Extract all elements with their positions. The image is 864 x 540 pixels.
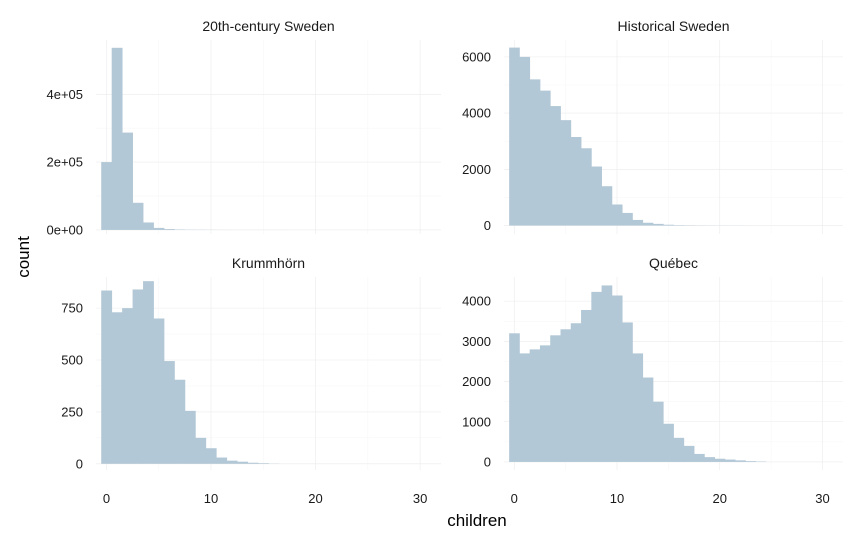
histogram-bar bbox=[652, 401, 664, 462]
histogram-bar bbox=[581, 309, 592, 462]
y-tick-label: 4000 bbox=[462, 106, 491, 121]
y-tick-label: 2e+05 bbox=[46, 155, 83, 170]
histogram-bar bbox=[570, 137, 582, 226]
histogram-bar bbox=[601, 285, 613, 462]
histogram-bar bbox=[601, 186, 613, 226]
y-tick-label: 0 bbox=[76, 456, 83, 471]
x-tick-label: 0 bbox=[511, 491, 518, 506]
y-tick-label: 1000 bbox=[462, 414, 491, 429]
histogram-bar bbox=[237, 461, 248, 464]
histogram-bar bbox=[153, 227, 165, 230]
histogram-bar bbox=[122, 308, 133, 464]
x-tick-label: 10 bbox=[610, 491, 624, 506]
y-tick-label: 4e+05 bbox=[46, 87, 83, 102]
histogram-bar bbox=[111, 312, 123, 464]
y-tick-label: 250 bbox=[61, 404, 83, 419]
y-tick-label: 4000 bbox=[462, 294, 491, 309]
panel-title: Québec bbox=[649, 255, 698, 271]
histogram-bar bbox=[174, 379, 186, 464]
histogram-bar bbox=[724, 459, 736, 462]
x-tick-label: 0 bbox=[103, 491, 110, 506]
histogram-bar bbox=[581, 148, 592, 226]
y-tick-label: 2000 bbox=[462, 162, 491, 177]
y-tick-label: 6000 bbox=[462, 49, 491, 64]
histogram-bar bbox=[163, 361, 175, 464]
y-axis-title: count bbox=[14, 236, 33, 278]
histogram-bar bbox=[519, 353, 531, 462]
histogram-bar bbox=[519, 56, 531, 226]
y-tick-label: 3000 bbox=[462, 334, 491, 349]
histogram-bar bbox=[529, 349, 541, 462]
histogram-bar bbox=[714, 458, 726, 462]
panel-1: 20th-century Sweden 0e+00 2e+05 4e+05 bbox=[46, 18, 441, 237]
histogram-bar bbox=[111, 47, 123, 230]
y-tick-label: 2000 bbox=[462, 374, 491, 389]
histogram-bar bbox=[673, 437, 685, 462]
x-axis-title: children bbox=[447, 511, 507, 530]
histogram-bar bbox=[591, 291, 602, 462]
histogram-bar bbox=[132, 289, 144, 464]
histogram-bar bbox=[550, 106, 561, 226]
x-tick-label: 20 bbox=[308, 491, 322, 506]
x-tick-label: 10 bbox=[204, 491, 218, 506]
histogram-bar bbox=[642, 222, 654, 226]
histogram-bar bbox=[205, 448, 217, 464]
panel-2: Historical Sweden 0 2000 4000 6000 bbox=[462, 18, 843, 234]
histogram-bar bbox=[560, 329, 572, 462]
histogram-bar bbox=[550, 335, 561, 462]
y-tick-label: 0e+00 bbox=[46, 222, 83, 237]
histogram-bar bbox=[101, 162, 113, 230]
panel-title: 20th-century Sweden bbox=[202, 18, 334, 34]
y-tick-label: 500 bbox=[61, 353, 83, 368]
x-tick-label: 30 bbox=[815, 491, 829, 506]
histogram-bar bbox=[143, 281, 154, 464]
histogram-bar bbox=[132, 202, 144, 230]
panel-3: Krummhörn 0 250 500 750 0 10 20 30 bbox=[61, 255, 441, 506]
histogram-bar bbox=[122, 132, 133, 230]
histogram-bar bbox=[735, 460, 746, 462]
histogram-bar bbox=[611, 204, 623, 226]
panel-4: Québec 0 1000 2000 3000 4000 0 10 20 30 bbox=[462, 255, 843, 506]
histogram-bar bbox=[153, 318, 165, 464]
histogram-bar bbox=[652, 223, 664, 226]
histogram-bar bbox=[560, 120, 572, 226]
x-tick-label: 30 bbox=[413, 491, 427, 506]
histogram-bar bbox=[539, 345, 551, 462]
histogram-bar bbox=[642, 377, 654, 462]
histogram-bar bbox=[632, 353, 644, 462]
histogram-bar bbox=[622, 212, 633, 226]
histogram-bar bbox=[745, 461, 757, 462]
histogram-bar bbox=[509, 47, 520, 226]
y-tick-label: 750 bbox=[61, 301, 83, 316]
histogram-bar bbox=[683, 445, 695, 462]
histogram-bar bbox=[632, 219, 644, 226]
histogram-bar bbox=[509, 333, 520, 462]
histogram-bar bbox=[247, 462, 259, 464]
x-tick-label: 20 bbox=[712, 491, 726, 506]
histogram-bar bbox=[143, 222, 154, 230]
histogram-bar bbox=[195, 437, 207, 464]
histogram-bar bbox=[704, 457, 715, 462]
histogram-bar bbox=[622, 322, 633, 462]
histogram-bar bbox=[216, 457, 228, 464]
histogram-bar bbox=[184, 410, 196, 464]
histogram-bar bbox=[258, 463, 269, 464]
histogram-bar bbox=[611, 295, 623, 462]
histogram-bar bbox=[663, 224, 674, 226]
panel-title: Historical Sweden bbox=[617, 18, 729, 34]
histogram-bar bbox=[663, 423, 674, 462]
histogram-bar bbox=[163, 229, 175, 230]
histogram-bar bbox=[591, 166, 602, 226]
panel-title: Krummhörn bbox=[232, 255, 305, 271]
histogram-bar bbox=[529, 79, 541, 226]
y-tick-label: 0 bbox=[484, 218, 491, 233]
histogram-bar bbox=[226, 460, 238, 464]
y-tick-label: 0 bbox=[484, 454, 491, 469]
histogram-bar bbox=[570, 323, 582, 462]
histogram-bar bbox=[694, 453, 705, 462]
histogram-bar bbox=[539, 90, 551, 226]
histogram-bar bbox=[101, 290, 113, 464]
